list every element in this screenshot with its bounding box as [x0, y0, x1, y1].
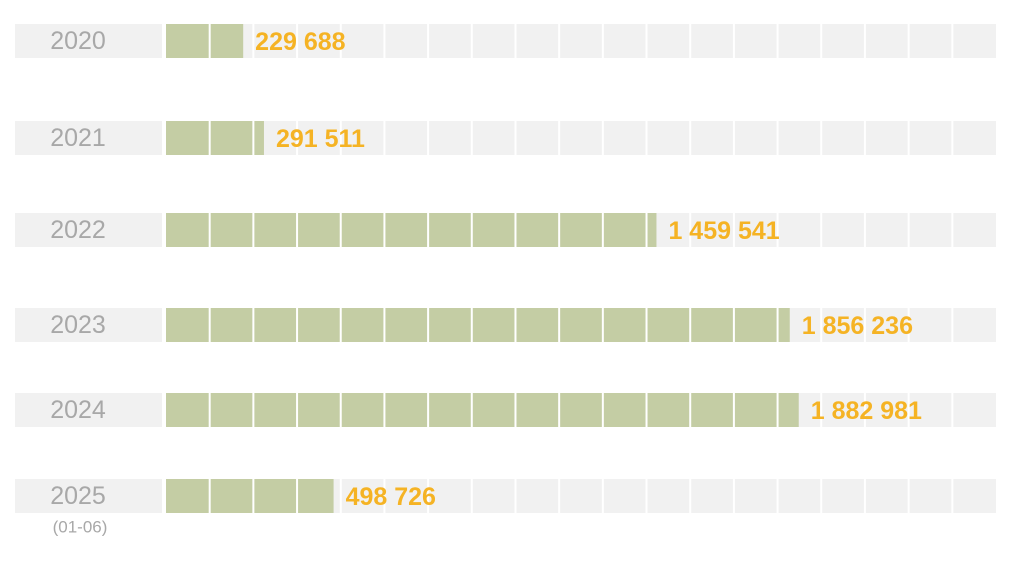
category-background [15, 308, 162, 342]
category-label: 2020 [50, 27, 106, 55]
category-label: 2022 [50, 216, 106, 244]
value-label: 229 688 [255, 28, 345, 56]
category-label: 2025 [50, 482, 106, 510]
bar [166, 479, 334, 513]
category-label: 2024 [50, 396, 106, 424]
bar [166, 24, 244, 58]
category-note: (01-06) [53, 518, 108, 537]
bar [166, 308, 790, 342]
category-label: 2023 [50, 311, 106, 339]
value-label: 291 511 [276, 125, 365, 153]
category-background [15, 393, 162, 427]
value-label: 1 459 541 [668, 217, 779, 245]
category-background [15, 213, 162, 247]
category-background [15, 24, 162, 58]
value-label: 1 882 981 [811, 397, 922, 425]
category-background [15, 479, 162, 513]
value-label: 498 726 [346, 483, 436, 511]
category-background [15, 121, 162, 155]
bar [166, 213, 657, 247]
track [166, 24, 996, 58]
bar [166, 393, 799, 427]
bar [166, 121, 264, 155]
track [166, 121, 996, 155]
value-label: 1 856 236 [802, 312, 913, 340]
category-label: 2021 [50, 124, 106, 152]
